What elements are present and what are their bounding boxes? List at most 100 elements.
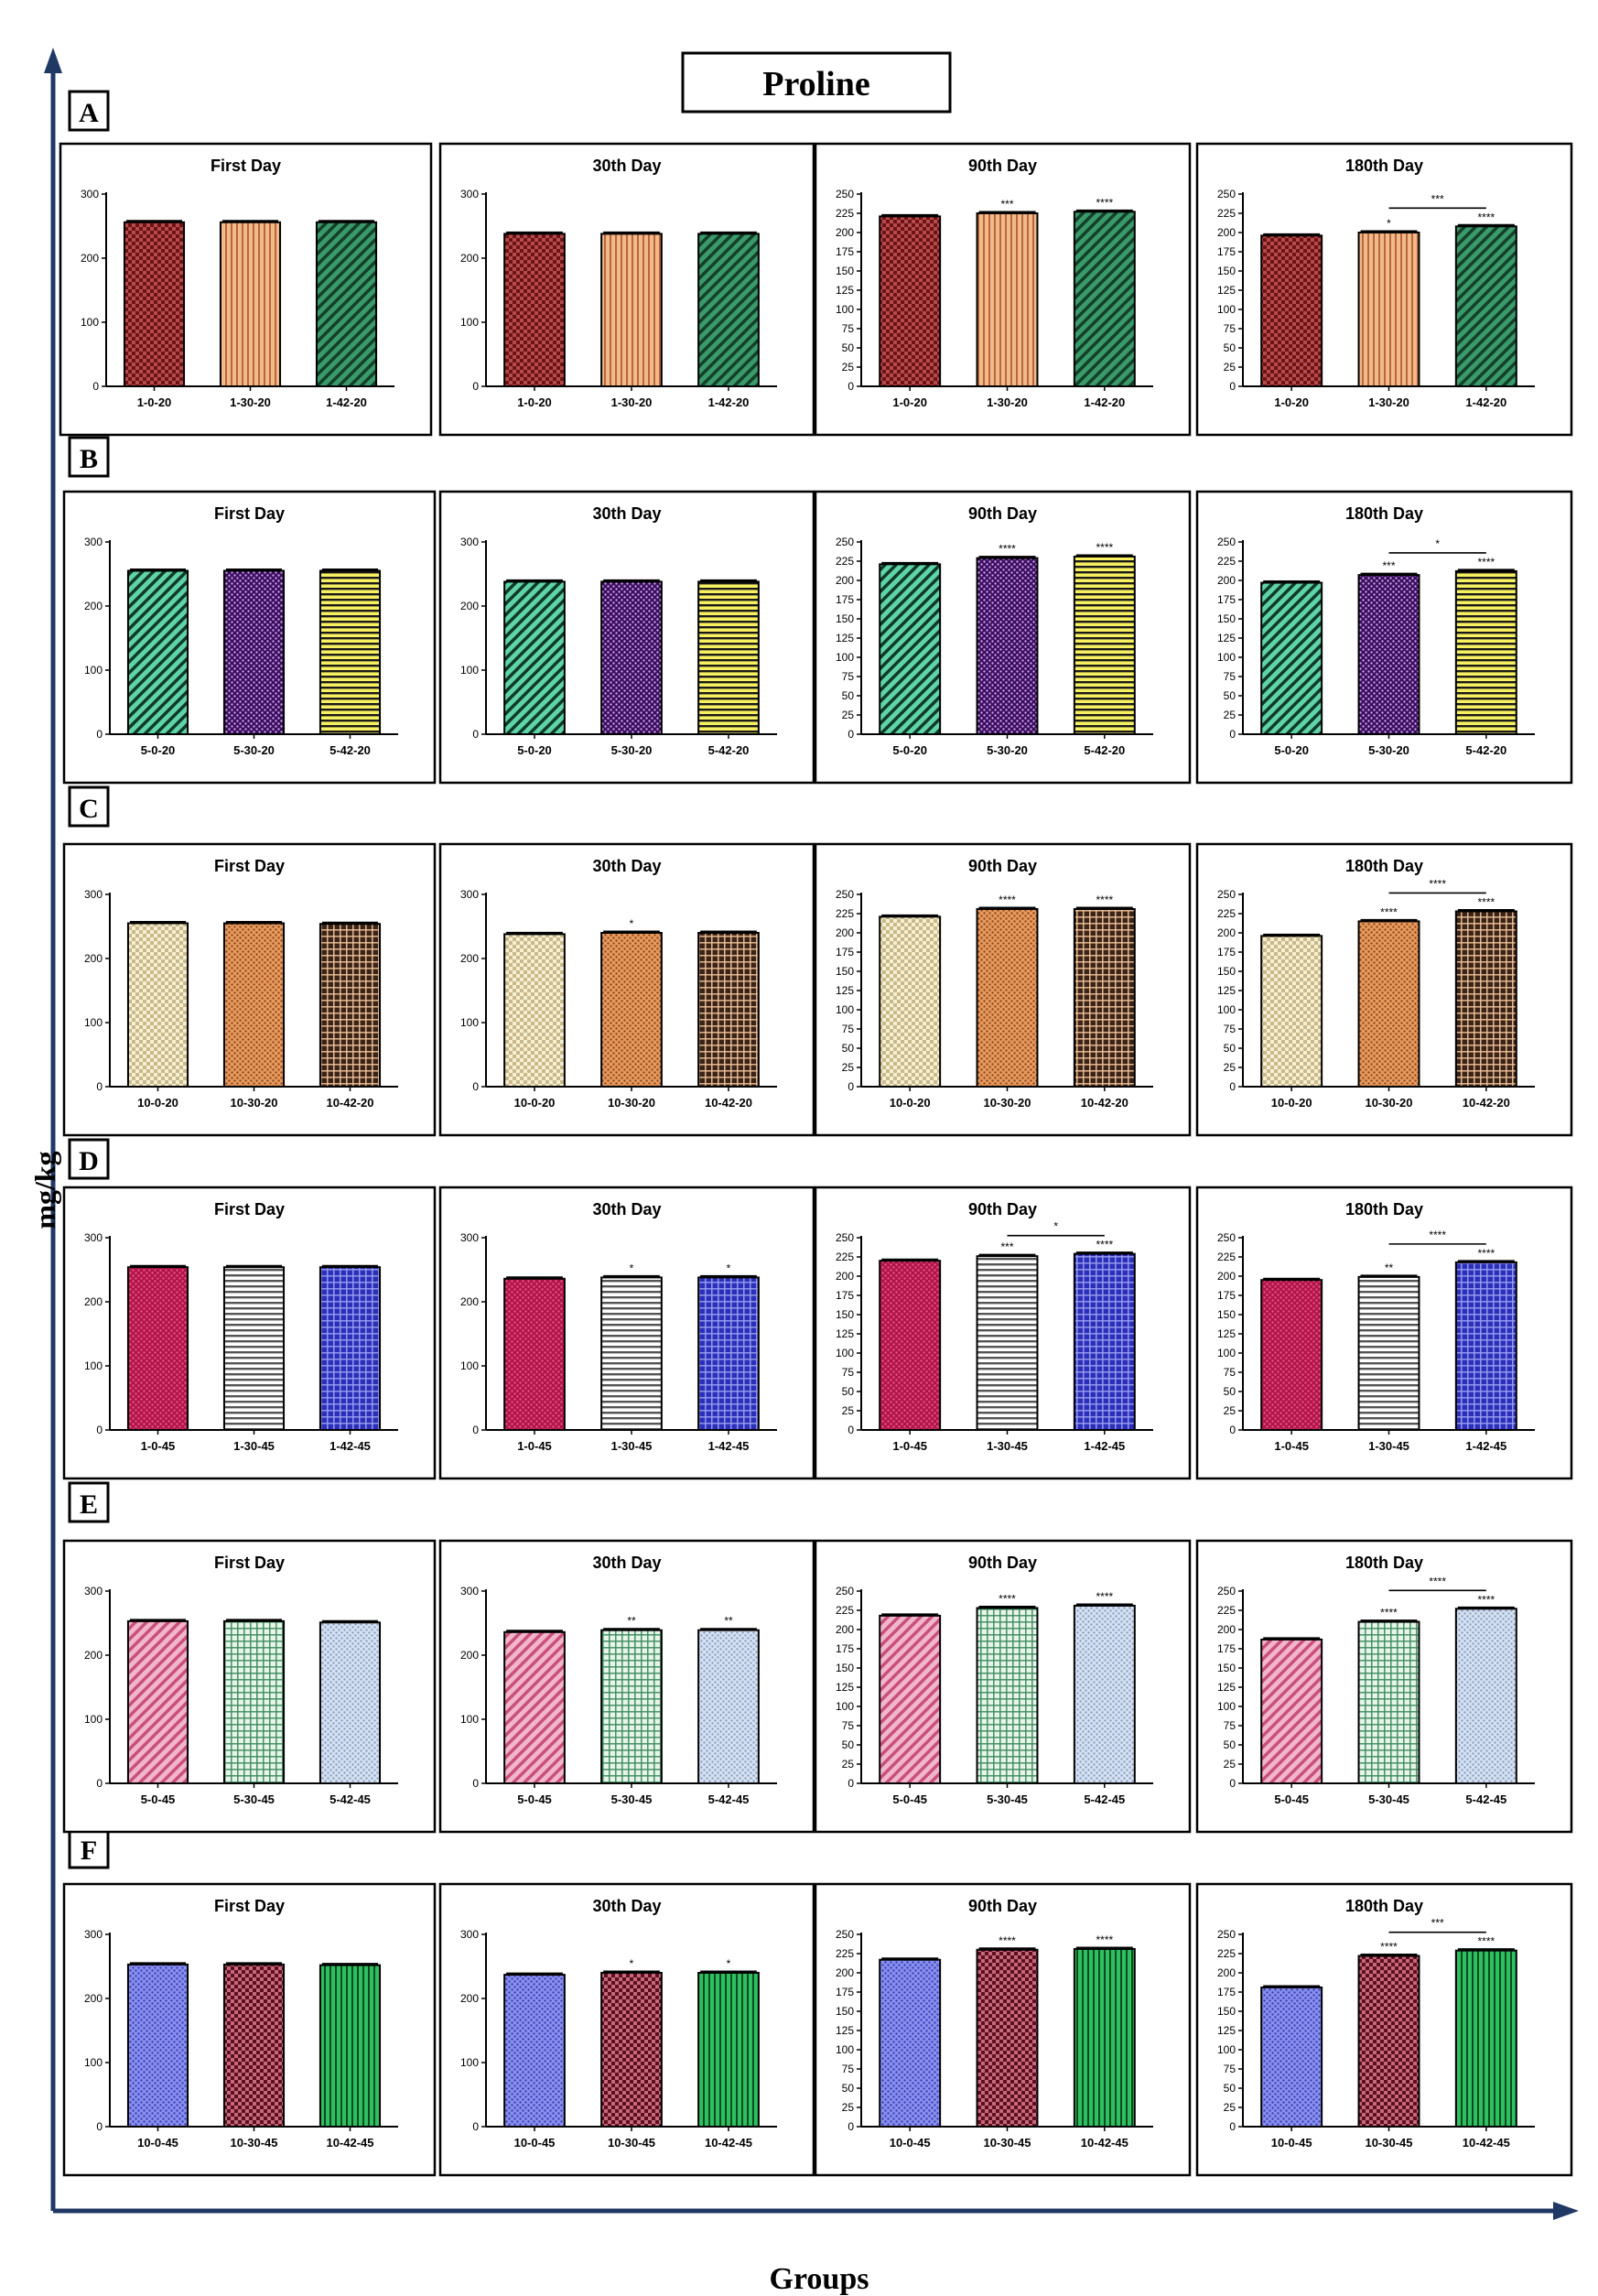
panel-title: 30th Day [592, 157, 661, 175]
x-tick-label: 1-0-45 [892, 1439, 927, 1453]
bar [879, 915, 942, 1088]
x-tick-label: 10-42-45 [326, 2136, 373, 2150]
y-tick-label: 75 [1224, 322, 1236, 335]
y-tick-label: 50 [842, 341, 855, 354]
panel-f-2: 30th Day 0 100 200 300 10-0-45 10-30-45 * 10-42-… [438, 1882, 815, 2177]
y-tick-label: 300 [81, 188, 99, 200]
bar [976, 557, 1039, 736]
y-tick-label: 100 [836, 2043, 854, 2056]
panel-title: 30th Day [592, 1554, 661, 1572]
bar [976, 907, 1039, 1088]
y-tick-label: 250 [1217, 888, 1236, 901]
y-tick-label: 25 [842, 709, 855, 721]
y-tick-label: 0 [92, 380, 99, 393]
bar [1073, 1604, 1136, 1784]
x-axis-label: Groups [770, 2262, 869, 2296]
x-tick-label: 1-0-45 [517, 1439, 552, 1453]
bar [697, 1972, 760, 2128]
x-tick-label: 1-42-45 [708, 1439, 750, 1453]
panel-title: First Day [214, 1554, 285, 1572]
panel-title: 180th Day [1345, 1200, 1423, 1218]
panel-d-2: 30th Day 0 100 200 300 1-0-45 1-30-45 * 1-42-45 * [438, 1186, 815, 1480]
bar [222, 1963, 286, 2128]
row-letter: F [81, 1836, 97, 1866]
x-axis-arrow [53, 2202, 1579, 2220]
x-tick-label: 1-0-45 [1274, 1439, 1309, 1453]
significance-label: * [727, 1957, 731, 1970]
y-tick-label: 100 [836, 1347, 854, 1359]
significance-label: ** [1385, 1262, 1394, 1274]
panel-title: 180th Day [1345, 1897, 1423, 1915]
y-tick-label: 50 [1224, 689, 1236, 702]
x-tick-label: 10-0-20 [890, 1096, 931, 1110]
y-tick-label: 225 [1217, 907, 1236, 920]
y-tick-label: 50 [1224, 1738, 1236, 1751]
bar [600, 1629, 663, 1784]
panel-title: 180th Day [1345, 857, 1423, 875]
y-tick-label: 100 [84, 1016, 103, 1029]
y-tick-label: 200 [460, 600, 479, 612]
title-box [681, 51, 952, 114]
y-tick-label: 300 [84, 1231, 103, 1244]
y-tick-label: 225 [836, 555, 854, 568]
bar [126, 569, 189, 735]
y-tick-label: 225 [1217, 1604, 1236, 1617]
bar [1357, 232, 1420, 387]
panel-e-1: First Day 0 100 200 300 5-0-45 5-30-45 5-42-45 [62, 1539, 437, 1834]
bar [1357, 574, 1420, 735]
y-tick-label: 125 [1217, 1327, 1236, 1340]
bar [503, 1630, 566, 1785]
y-tick-label: 100 [84, 664, 103, 677]
y-tick-label: 125 [836, 284, 854, 297]
y-tick-label: 250 [1217, 1585, 1236, 1597]
significance-label: **** [999, 1592, 1016, 1605]
y-tick-label: 100 [836, 1700, 854, 1713]
y-tick-label: 0 [848, 1424, 854, 1436]
x-tick-label: 10-0-45 [137, 2136, 178, 2150]
y-tick-label: 0 [96, 2120, 103, 2133]
y-tick-label: 175 [836, 245, 854, 258]
y-tick-label: 150 [1217, 965, 1236, 978]
significance-label: **** [1477, 1593, 1495, 1606]
y-tick-label: 75 [1224, 670, 1236, 683]
y-tick-label: 200 [836, 574, 854, 587]
bar [697, 233, 760, 387]
bar [1073, 555, 1136, 736]
y-tick-label: 175 [1217, 593, 1236, 606]
y-tick-label: 125 [1217, 284, 1236, 297]
y-tick-label: 175 [836, 1289, 854, 1302]
y-tick-label: 200 [84, 1992, 103, 2005]
y-axis-arrow [44, 48, 62, 2211]
x-tick-label: 1-42-20 [1465, 395, 1506, 409]
panel-title: First Day [214, 1897, 285, 1915]
panel-grid: A B C D E F First Day 0 100 200 300 1-0-20 1-30-20 1-… [59, 90, 1573, 2177]
x-tick-label: 10-42-20 [705, 1096, 752, 1110]
bar [879, 1614, 942, 1784]
y-tick-label: 175 [836, 1986, 854, 1998]
y-tick-label: 0 [848, 380, 854, 393]
bar [600, 932, 663, 1088]
bar [697, 932, 760, 1088]
y-tick-label: 125 [836, 1327, 854, 1340]
bar [600, 1276, 663, 1432]
bar [319, 1964, 382, 2128]
panel-a-3: 90th Day 0 25 50 75 100 125 150 175 200 225 250 1-0-… [814, 142, 1192, 437]
y-tick-label: 0 [472, 380, 479, 393]
y-tick-label: 150 [836, 265, 854, 277]
bar [123, 221, 186, 387]
bar [976, 212, 1039, 387]
y-tick-label: 25 [842, 2101, 855, 2114]
x-tick-label: 1-42-45 [1465, 1439, 1506, 1453]
bar [879, 1260, 942, 1431]
x-tick-label: 10-0-45 [1271, 2136, 1312, 2150]
bar [126, 1266, 189, 1431]
y-tick-label: 225 [836, 1604, 854, 1617]
y-tick-label: 175 [836, 946, 854, 958]
significance-label: ** [627, 1615, 636, 1628]
bar [315, 221, 378, 387]
y-tick-label: 125 [836, 1681, 854, 1694]
panel-title: First Day [211, 157, 281, 175]
panel-d-1: First Day 0 100 200 300 1-0-45 1-30-45 1-42-45 [62, 1186, 437, 1480]
bracket-label: **** [1429, 877, 1446, 890]
panel-f-1: First Day 0 100 200 300 10-0-45 10-30-45 10-42-… [62, 1882, 437, 2177]
